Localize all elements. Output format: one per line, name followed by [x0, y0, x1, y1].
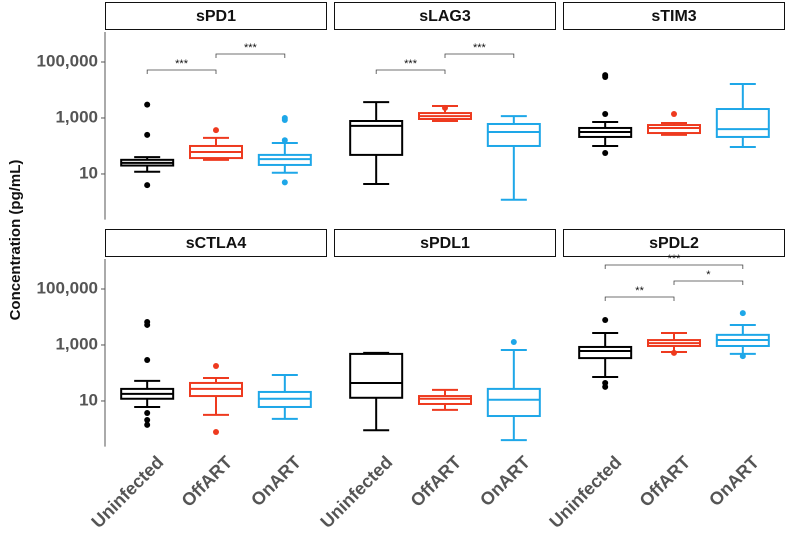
x-tick-label: OnART [247, 452, 305, 510]
outlier [602, 317, 609, 324]
box [486, 387, 541, 418]
panel-title: sTIM3 [651, 8, 696, 25]
box [578, 345, 633, 360]
significance-bracket [146, 69, 217, 74]
strip [334, 229, 556, 257]
significance-bracket [375, 69, 446, 74]
outlier [213, 127, 219, 134]
outlier [602, 110, 609, 117]
outlier [144, 357, 151, 364]
outlier [510, 338, 517, 345]
significance-bracket [215, 53, 286, 58]
x-tick-label: OffART [636, 452, 695, 511]
significance-bracket [444, 53, 515, 58]
outlier [602, 383, 609, 390]
outlier [602, 72, 609, 79]
strip [334, 2, 556, 30]
y-tick-label: 10 [79, 163, 98, 182]
box [486, 122, 541, 147]
box [647, 124, 701, 135]
outlier [671, 349, 677, 356]
panel-title: sLAG3 [419, 8, 471, 25]
panel-title: sCTLA4 [186, 235, 247, 252]
box [715, 108, 770, 138]
y-tick-label: 100,000 [37, 278, 98, 297]
strip [105, 229, 327, 257]
significance-label: *** [404, 58, 418, 70]
outlier [281, 137, 288, 144]
x-tick-label: OffART [178, 452, 237, 511]
significance-label: *** [473, 42, 487, 54]
panel-title: sPDL2 [649, 235, 699, 252]
strip [563, 2, 785, 30]
panel-title: sPD1 [196, 8, 236, 25]
x-tick-label: OnART [705, 452, 763, 510]
strip [563, 229, 785, 257]
x-tick-label: Uninfected [316, 452, 396, 532]
y-axis-label: Concentration (pg/mL) [7, 160, 24, 321]
x-tick-label: OffART [407, 452, 466, 511]
strip [105, 2, 327, 30]
y-tick-label: 1,000 [55, 107, 98, 126]
outlier [739, 310, 746, 317]
outlier [281, 114, 288, 121]
outlier [144, 131, 151, 138]
outlier [213, 428, 219, 435]
box [349, 352, 404, 399]
outlier [213, 362, 219, 369]
significance-label: ** [635, 285, 644, 297]
outlier [602, 150, 609, 157]
box [418, 395, 472, 405]
outlier [144, 319, 151, 326]
outlier [671, 110, 677, 117]
significance-bracket [604, 264, 744, 269]
y-tick-label: 1,000 [55, 334, 98, 353]
outlier [144, 410, 151, 417]
outlier [144, 182, 151, 189]
outlier [144, 416, 151, 423]
significance-label: *** [668, 253, 682, 265]
x-tick-label: Uninfected [545, 452, 625, 532]
x-tick-label: OnART [476, 452, 534, 510]
outlier [144, 101, 151, 108]
panel-title: sPDL1 [420, 235, 470, 252]
y-tick-label: 100,000 [37, 51, 98, 70]
significance-label: * [706, 269, 711, 281]
outlier [442, 104, 448, 111]
outlier [144, 421, 151, 428]
y-tick-label: 10 [79, 390, 98, 409]
significance-bracket [673, 280, 744, 285]
significance-label: *** [175, 58, 189, 70]
outlier [739, 353, 746, 360]
significance-bracket [604, 296, 675, 301]
x-tick-label: Uninfected [87, 452, 167, 532]
significance-label: *** [244, 42, 258, 54]
outlier [281, 179, 288, 186]
